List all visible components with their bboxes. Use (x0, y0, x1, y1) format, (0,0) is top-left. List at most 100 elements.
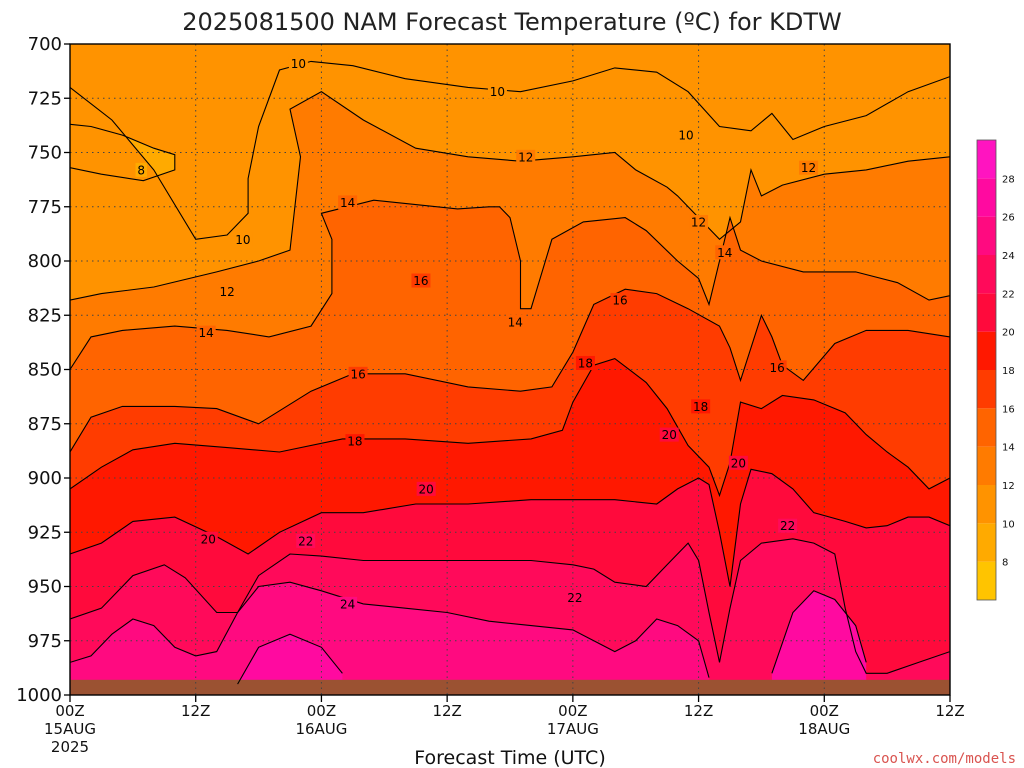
colorbar-tick-label: 12 (1002, 481, 1015, 492)
contour-label-14: 14 (717, 246, 732, 260)
x-tick-label: 00Z (558, 702, 587, 720)
contour-labels: 8 10 10 10 10 12 12 12 12 14 14 14 14 16 16 16 16 18 18 18 2… (135, 56, 819, 611)
y-tick-label: 750 (28, 143, 62, 164)
ground-surface (70, 679, 950, 695)
x-tick-label: 18AUG (798, 720, 850, 738)
contour-line-14 (70, 199, 950, 370)
x-tick-label: 12Z (935, 702, 964, 720)
contour-label-12: 12 (801, 161, 816, 175)
contour-label-14: 14 (199, 326, 214, 340)
y-tick-label: 700 (28, 34, 62, 55)
contour-label-bg (799, 160, 819, 175)
contour-label-10: 10 (235, 233, 250, 247)
x-tick-label: 00Z (307, 702, 336, 720)
colorbar-frame (976, 139, 997, 601)
x-tick-label: 12Z (684, 702, 713, 720)
contour-label-22: 22 (780, 519, 795, 533)
contour-label-20: 20 (201, 532, 216, 546)
y-tick-label: 850 (28, 360, 62, 381)
contour-line-16 (70, 288, 950, 453)
contour-label-22: 22 (567, 591, 582, 605)
contour-label-14: 14 (340, 196, 355, 210)
contour-label-bg (676, 128, 696, 143)
colorbar-band (977, 485, 996, 524)
colorbar-tick-label: 20 (1002, 328, 1015, 339)
contour-label-10: 10 (678, 129, 693, 143)
fill-region-26 (237, 634, 343, 695)
contour-label-bg (691, 399, 711, 414)
x-tick-label: 00Z (810, 702, 839, 720)
contour-label-bg (288, 56, 308, 71)
contour-label-bg (659, 427, 679, 442)
colorbar-tick-label: 14 (1002, 443, 1015, 454)
contour-label-12: 12 (691, 215, 706, 229)
colorbar-band (977, 408, 996, 447)
y-tick-label: 1000 (16, 685, 62, 706)
colorbar-tick-label: 28 (1002, 174, 1015, 185)
y-axis: 700 725 750 775 800 825 850 875 900 925 950 975 1000 (16, 34, 70, 706)
colorbar-band (977, 255, 996, 294)
colorbar-tick-label: 8 (1002, 558, 1008, 569)
contour-label-bg (135, 162, 147, 177)
contour-label-bg (196, 325, 216, 340)
colorbar-band (977, 293, 996, 332)
colorbar-tick-label: 26 (1002, 213, 1015, 224)
contour-label-16: 16 (350, 367, 365, 381)
chart-title: 2025081500 NAM Forecast Temperature (ºC)… (182, 8, 842, 36)
contour-label-bg (565, 590, 585, 605)
contour-label-18: 18 (578, 356, 593, 370)
contour-label-bg (217, 284, 237, 299)
contour-line-24 (70, 581, 710, 678)
contour-label-bg (233, 232, 253, 247)
y-tick-label: 775 (28, 197, 62, 218)
contour-fills (70, 61, 950, 695)
y-tick-label: 925 (28, 522, 62, 543)
fill-region-26 (771, 590, 867, 695)
contour-label-16: 16 (413, 274, 428, 288)
contour-label-bg (338, 596, 358, 611)
colorbar-band (977, 216, 996, 255)
y-tick-label: 825 (28, 305, 62, 326)
contour-label-bg (778, 518, 798, 533)
contour-label-10: 10 (291, 57, 306, 71)
colorbar-band (977, 446, 996, 485)
x-axis-label: Forecast Time (UTC) (414, 747, 605, 768)
colorbar-band (977, 178, 996, 217)
contour-label-22: 22 (298, 534, 313, 548)
contour-label-bg (505, 314, 525, 329)
contour-line-22 (70, 538, 950, 674)
contour-label-bg (728, 455, 748, 470)
x-tick-label: 12Z (432, 702, 461, 720)
contour-lines (70, 60, 950, 685)
x-tick-label: 12Z (181, 702, 210, 720)
fill-region-24 (70, 582, 709, 695)
grid-lines (70, 44, 950, 695)
watermark: coolwx.com/models (873, 751, 1016, 767)
colorbar-tick-label: 22 (1002, 289, 1015, 300)
contour-label-bg (198, 531, 218, 546)
contour-label-16: 16 (612, 294, 627, 308)
x-tick-label: 16AUG (295, 720, 347, 738)
contour-line-8 (70, 123, 176, 182)
y-tick-label: 950 (28, 577, 62, 598)
contour-line-26 (771, 590, 867, 674)
y-tick-label: 800 (28, 251, 62, 272)
x-tick-label: 00Z (55, 702, 84, 720)
contour-label-10: 10 (490, 85, 505, 99)
contour-label-18: 18 (347, 435, 362, 449)
contour-label-bg (338, 195, 358, 210)
contour-label-20: 20 (419, 482, 434, 496)
colorbar-band (977, 370, 996, 409)
y-tick-label: 875 (28, 414, 62, 435)
colorbar-tick-label: 10 (1002, 519, 1015, 530)
contour-label-24: 24 (340, 597, 355, 611)
x-tick-label: 17AUG (547, 720, 599, 738)
contour-label-16: 16 (770, 361, 785, 375)
contour-line-18 (70, 357, 950, 498)
contour-line-20 (70, 468, 950, 587)
contour-label-20: 20 (731, 456, 746, 470)
x-tick-label: 15AUG (44, 720, 96, 738)
colorbar-tick-label: 18 (1002, 366, 1015, 377)
